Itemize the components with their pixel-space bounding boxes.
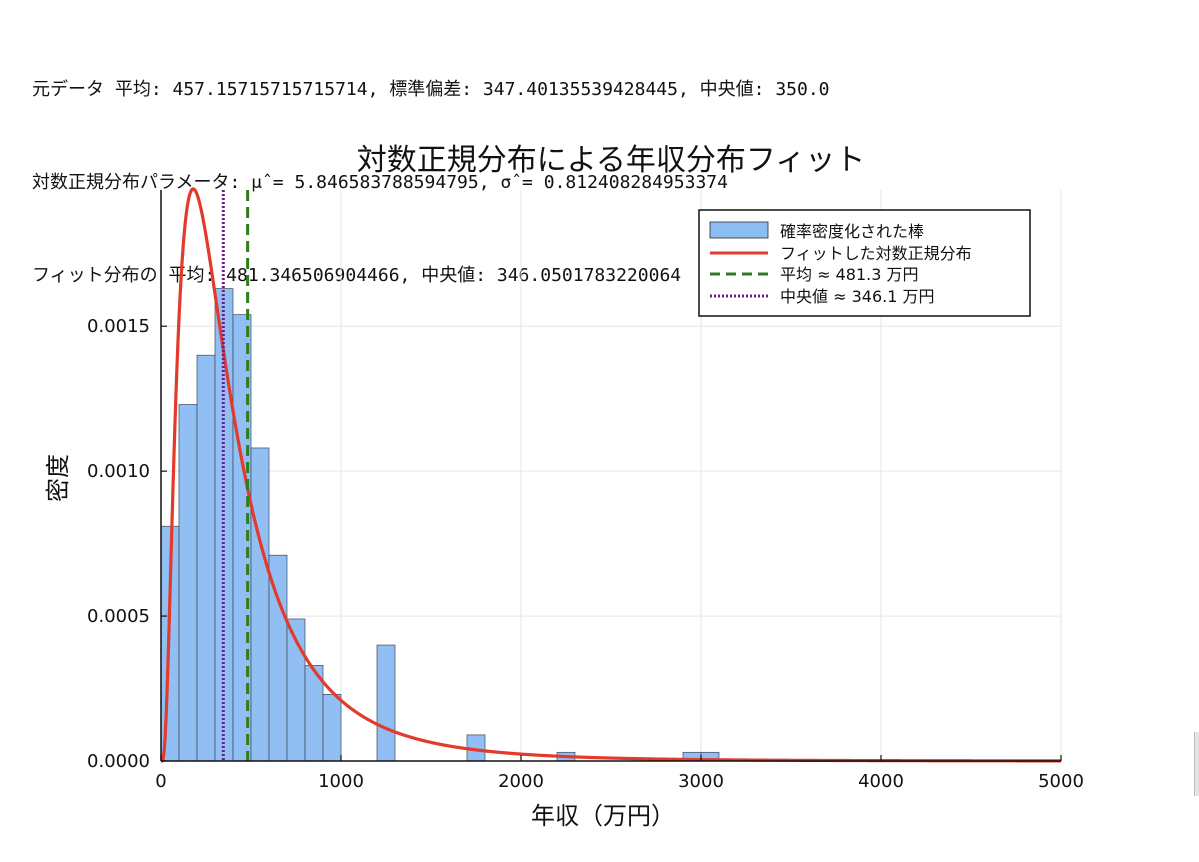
y-tick-label: 0.0005 (87, 606, 150, 627)
x-axis-label: 年収（万円） (531, 802, 675, 830)
x-tick-label: 4000 (858, 771, 904, 792)
tick-labels: 0 1000 2000 3000 4000 5000 0.0000 0.0005 0.0010 0… (87, 316, 1084, 792)
histogram-bar (376, 644, 396, 762)
histogram-bars (160, 288, 720, 762)
stats-line-lognormal-params: 対数正規分布パラメータ: μ̂ = 5.846583788594795, σ̂ … (32, 172, 728, 193)
x-tick-label: 2000 (498, 771, 544, 792)
x-tick-label: 0 (155, 771, 166, 792)
histogram-bar (196, 354, 216, 762)
x-tick-label: 3000 (678, 771, 724, 792)
y-axis-label: 密度 (44, 454, 72, 502)
stats-block: 元データ 平均: 457.15715715715714, 標準偏差: 347.4… (32, 12, 830, 322)
histogram-bar (250, 447, 270, 762)
scrollbar-sliver[interactable] (1194, 732, 1199, 796)
chart-title: 対数正規分布による年収分布フィット (357, 143, 866, 178)
histogram-bar (178, 404, 198, 762)
x-tick-label: 1000 (318, 771, 364, 792)
stats-line-fit-summary: フィット分布の 平均: 481.346506904466, 中央値: 346.0… (32, 265, 682, 286)
y-tick-label: 0.0010 (87, 461, 150, 482)
legend: 確率密度化された棒 フィットした対数正規分布 平均 ≈ 481.3 万円 中央値… (698, 209, 1031, 317)
y-tick-label: 0.0000 (87, 751, 150, 772)
legend-swatch-histogram (709, 221, 769, 239)
legend-label-median: 中央値 ≈ 346.1 万円 (780, 287, 934, 306)
legend-label-mean: 平均 ≈ 481.3 万円 (780, 265, 918, 284)
histogram-bar (268, 554, 288, 762)
axes (160, 190, 1062, 762)
x-tick-label: 5000 (1038, 771, 1084, 792)
histogram-bar (322, 693, 342, 762)
legend-label-histogram: 確率密度化された棒 (780, 222, 924, 241)
stats-line-original-data: 元データ 平均: 457.15715715715714, 標準偏差: 347.4… (32, 79, 830, 100)
legend-label-fit: フィットした対数正規分布 (780, 244, 972, 263)
y-tick-label: 0.0015 (87, 316, 150, 337)
